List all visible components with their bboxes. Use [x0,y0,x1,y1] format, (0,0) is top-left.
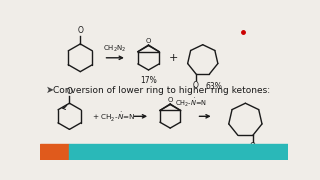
Text: O: O [167,97,173,103]
Bar [40,144,68,160]
Text: O: O [146,38,151,44]
Text: O: O [67,87,72,96]
Text: ➤: ➤ [46,85,54,95]
Text: O: O [77,26,83,35]
Text: Conversion of lower ring to higher ring ketones:: Conversion of lower ring to higher ring … [53,86,270,95]
Text: CH$_2$N$_2$: CH$_2$N$_2$ [103,44,127,54]
Text: O: O [250,142,256,151]
Bar [68,144,288,160]
Text: 63%: 63% [206,82,223,91]
Text: + CH$_2$-$\dot{N}$=N: + CH$_2$-$\dot{N}$=N [92,111,135,124]
Text: +: + [169,53,178,63]
Text: CH$_2$-$\dot{N}$=N: CH$_2$-$\dot{N}$=N [175,96,207,109]
Text: O: O [193,81,199,90]
Text: 17%: 17% [140,76,157,85]
